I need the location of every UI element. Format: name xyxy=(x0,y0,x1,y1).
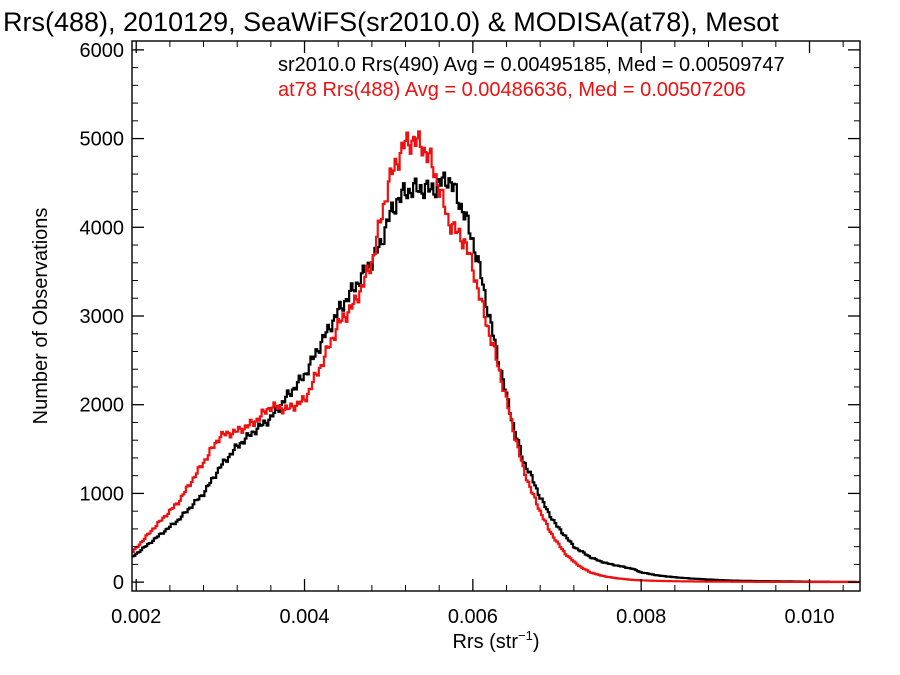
x-axis-label-main: Rrs (str xyxy=(452,631,518,653)
y-tick-label: 0 xyxy=(113,572,124,594)
x-tick-label: 0.006 xyxy=(448,606,498,628)
series-line-1 xyxy=(132,130,860,584)
chart-title: Rrs(488), 2010129, SeaWiFS(sr2010.0) & M… xyxy=(3,7,779,37)
y-axis-label: Number of Observations xyxy=(30,208,52,425)
legend-entry-at78: at78 Rrs(488) Avg = 0.00486636, Med = 0.… xyxy=(278,79,746,101)
x-axis-label: Rrs (str−1) xyxy=(452,628,539,653)
y-tick-label: 2000 xyxy=(80,395,125,417)
y-tick-label: 4000 xyxy=(80,217,125,239)
x-tick-label: 0.002 xyxy=(111,606,161,628)
series-line-0 xyxy=(132,171,860,584)
y-tick-label: 5000 xyxy=(80,129,125,151)
ticks-layer: 0.002 0.004 0.006 0.008 0.010 0 1000 2000 3000 40… xyxy=(80,40,860,628)
legend-entry-sr2010: sr2010.0 Rrs(490) Avg = 0.00495185, Med … xyxy=(278,54,785,76)
legend: sr2010.0 Rrs(490) Avg = 0.00495185, Med … xyxy=(278,54,785,101)
x-tick-label: 0.004 xyxy=(280,606,330,628)
y-tick-label: 6000 xyxy=(80,40,125,62)
x-tick-label: 0.008 xyxy=(616,606,666,628)
y-tick-label: 3000 xyxy=(80,306,125,328)
plot-frame xyxy=(131,40,861,592)
y-tick-label: 1000 xyxy=(80,483,125,505)
series-layer xyxy=(132,130,860,584)
x-tick-label: 0.010 xyxy=(784,606,834,628)
x-axis-label-close: ) xyxy=(533,631,540,653)
x-axis-label-superscript: −1 xyxy=(518,628,533,643)
